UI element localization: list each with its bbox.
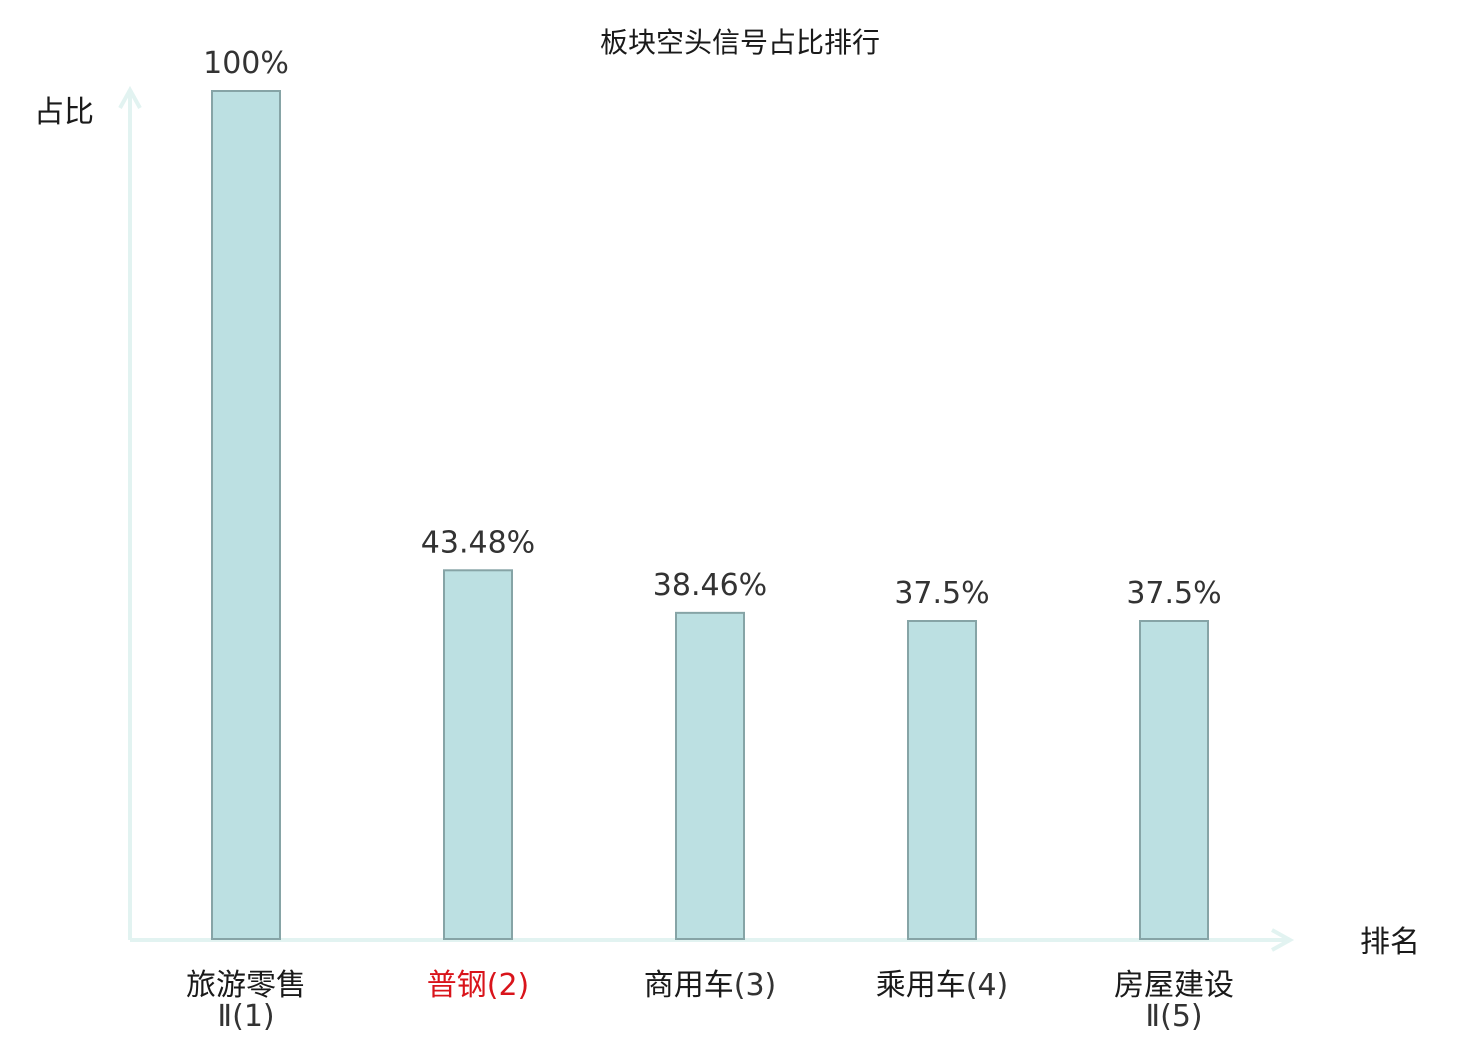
bars [211,90,1209,940]
category-suffix: Ⅱ(1) [217,999,274,1034]
x-tick-label: 普钢(2) [427,968,530,1003]
bar [675,611,745,940]
data-label: 100% [203,46,289,81]
category-suffix: Ⅱ(5) [1145,999,1202,1034]
data-label: 37.5% [894,576,989,611]
data-label: 43.48% [421,525,535,560]
data-label: 37.5% [1126,576,1221,611]
category-name: 房屋建设 [1114,968,1234,1003]
bar [1139,620,1209,940]
y-axis-arrow [118,85,142,109]
x-tick-label: 乘用车(4) [876,968,1009,1003]
category-rank: (2) [487,968,530,1003]
bar [211,90,281,940]
bar [907,620,977,940]
x-tick-label: 商用车(3) [644,968,777,1003]
chart-title: 板块空头信号占比排行 [600,26,880,59]
category-rank: (4) [966,968,1009,1003]
axes [118,85,1295,952]
category-name: 旅游零售 [186,968,306,1003]
category-name: 普钢 [427,968,487,1003]
x-tick-label: 房屋建设 [1114,968,1234,1003]
value-labels: 100% 43.48% 38.46% 37.5% 37.5% [203,46,1222,611]
data-label: 38.46% [653,568,767,603]
x-tick-label: 旅游零售 [186,968,306,1003]
category-rank: (3) [734,968,777,1003]
x-axis-label: 排名 [1360,925,1420,960]
bar [443,569,513,940]
y-axis-label: 占比 [34,95,94,130]
category-name: 商用车 [644,968,734,1003]
category-name: 乘用车 [876,968,966,1003]
x-axis-arrow [1271,928,1295,952]
